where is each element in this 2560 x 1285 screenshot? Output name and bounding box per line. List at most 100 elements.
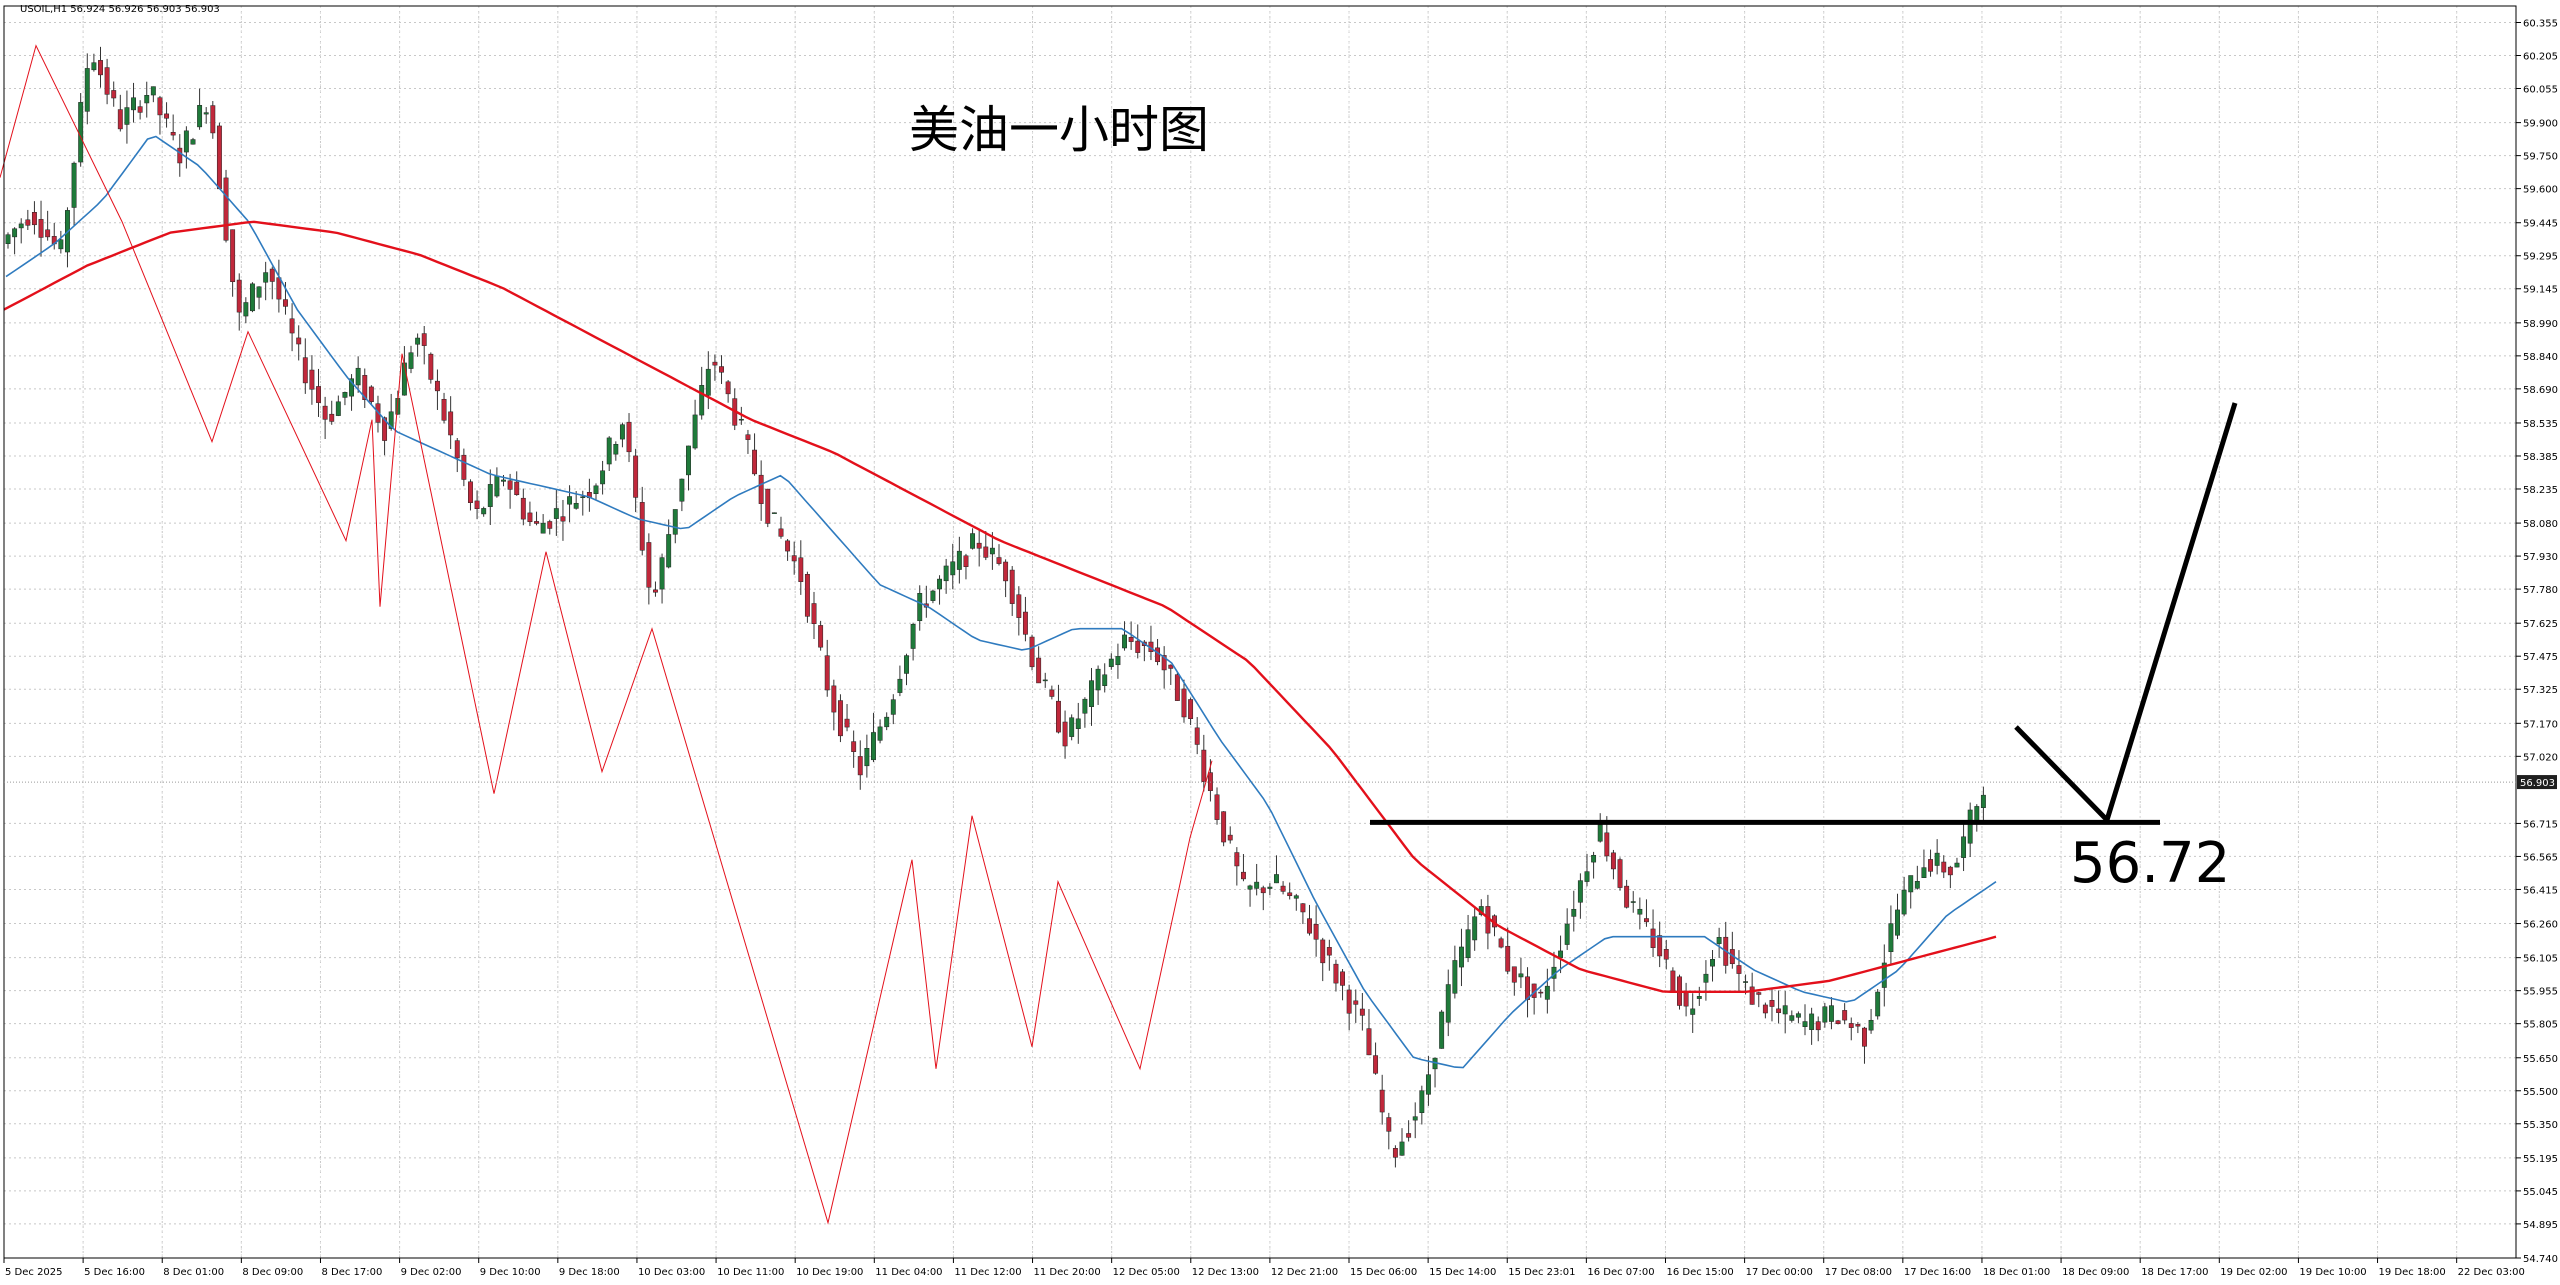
bear-candle-body — [448, 411, 454, 436]
candle — [1227, 826, 1233, 844]
y-tick-label: 55.955 — [2523, 987, 2558, 998]
candle — [771, 512, 777, 514]
bear-candle-body — [1260, 887, 1266, 894]
bear-candle-body — [468, 481, 473, 503]
x-tick-label: 8 Dec 01:00 — [163, 1267, 224, 1278]
zigzag-line — [0, 44, 1213, 1225]
level-value-label: 56.72 — [2070, 831, 2230, 896]
bull-candle-body — [249, 283, 255, 312]
candle — [58, 230, 64, 254]
bear-candle-body — [1280, 885, 1286, 892]
bull-candle-body — [1412, 1116, 1418, 1121]
bear-candle-body — [646, 542, 652, 588]
candle — [1584, 853, 1590, 887]
candle — [1868, 1008, 1874, 1034]
y-tick-label: 56.105 — [2523, 954, 2558, 965]
bull-candle-body — [864, 748, 870, 767]
candle — [758, 460, 764, 521]
candle — [236, 273, 242, 331]
candle — [996, 544, 1002, 566]
y-tick-label: 57.780 — [2523, 585, 2558, 596]
bull-candle-body — [1419, 1090, 1425, 1113]
candle — [1881, 944, 1887, 1007]
candle — [560, 499, 566, 541]
bear-candle-body — [1128, 636, 1134, 642]
candle — [216, 122, 222, 190]
candle — [84, 53, 90, 125]
bear-candle-body — [1683, 992, 1689, 1007]
bull-candle-body — [1108, 658, 1114, 667]
candle — [362, 368, 368, 408]
bear-candle-body — [1155, 647, 1161, 663]
candle — [1525, 967, 1530, 1018]
bear-candle-body — [996, 557, 1002, 564]
bull-candle-body — [183, 130, 189, 153]
bull-candle-body — [1425, 1074, 1431, 1095]
candle — [31, 201, 37, 235]
candle — [1300, 903, 1306, 925]
bull-candle-body — [1102, 674, 1108, 686]
candle — [71, 161, 77, 226]
candle — [1538, 989, 1544, 998]
candle — [1353, 989, 1359, 1023]
candle — [1795, 1011, 1801, 1024]
candle — [1003, 559, 1009, 598]
bull-candle-body — [1743, 981, 1749, 983]
bull-candle-body — [871, 732, 876, 761]
candle — [1630, 891, 1636, 913]
bear-candle-body — [25, 219, 31, 226]
y-tick-label: 59.145 — [2523, 285, 2558, 296]
candle — [785, 538, 791, 561]
y-tick-label: 59.900 — [2523, 119, 2558, 130]
y-tick-label: 57.625 — [2523, 619, 2558, 630]
candle — [1386, 1112, 1392, 1150]
bear-candle-body — [851, 741, 857, 752]
bear-candle-body — [514, 481, 520, 496]
candle — [1036, 646, 1042, 684]
candle — [659, 553, 665, 604]
candle — [1875, 989, 1881, 1020]
bull-candle-body — [1710, 959, 1715, 967]
candle — [1809, 1007, 1815, 1045]
candle — [78, 93, 84, 167]
candle — [5, 232, 11, 249]
candle — [454, 437, 460, 473]
bull-candle-body — [553, 508, 559, 519]
bull-candle-body — [692, 414, 698, 449]
bear-candle-body — [1161, 655, 1167, 671]
candle — [1115, 643, 1121, 679]
candle — [864, 734, 870, 778]
indicator-lines — [3, 135, 1997, 1069]
bear-candle-body — [1029, 636, 1035, 668]
bear-candle-body — [296, 337, 302, 345]
bull-candle-body — [771, 512, 777, 514]
current-price-tag — [2517, 775, 2557, 790]
bull-candle-body — [580, 496, 586, 498]
bear-candle-body — [38, 219, 44, 238]
bull-candle-body — [1584, 871, 1590, 882]
bear-candle-body — [1644, 918, 1649, 923]
bull-candle-body — [1961, 836, 1967, 858]
x-tick-label: 18 Dec 09:00 — [2062, 1267, 2129, 1278]
candle — [851, 730, 857, 768]
y-tick-label: 57.930 — [2523, 552, 2558, 563]
candle — [1128, 621, 1134, 650]
bear-candle-body — [1762, 1004, 1768, 1014]
bear-candle-body — [798, 557, 804, 582]
bear-candle-body — [98, 60, 103, 76]
candle — [296, 325, 302, 361]
bull-candle-body — [904, 655, 909, 674]
bear-candle-body — [1240, 871, 1246, 880]
candle — [639, 486, 645, 556]
candle — [1201, 734, 1207, 792]
candle — [857, 740, 863, 790]
candle — [124, 90, 130, 144]
bear-candle-body — [1366, 1028, 1372, 1056]
bull-candle-body — [937, 578, 942, 590]
bear-candle-body — [1359, 1008, 1365, 1016]
bull-candle-body — [890, 699, 896, 715]
candle — [520, 488, 526, 526]
bull-candle-body — [606, 437, 612, 465]
